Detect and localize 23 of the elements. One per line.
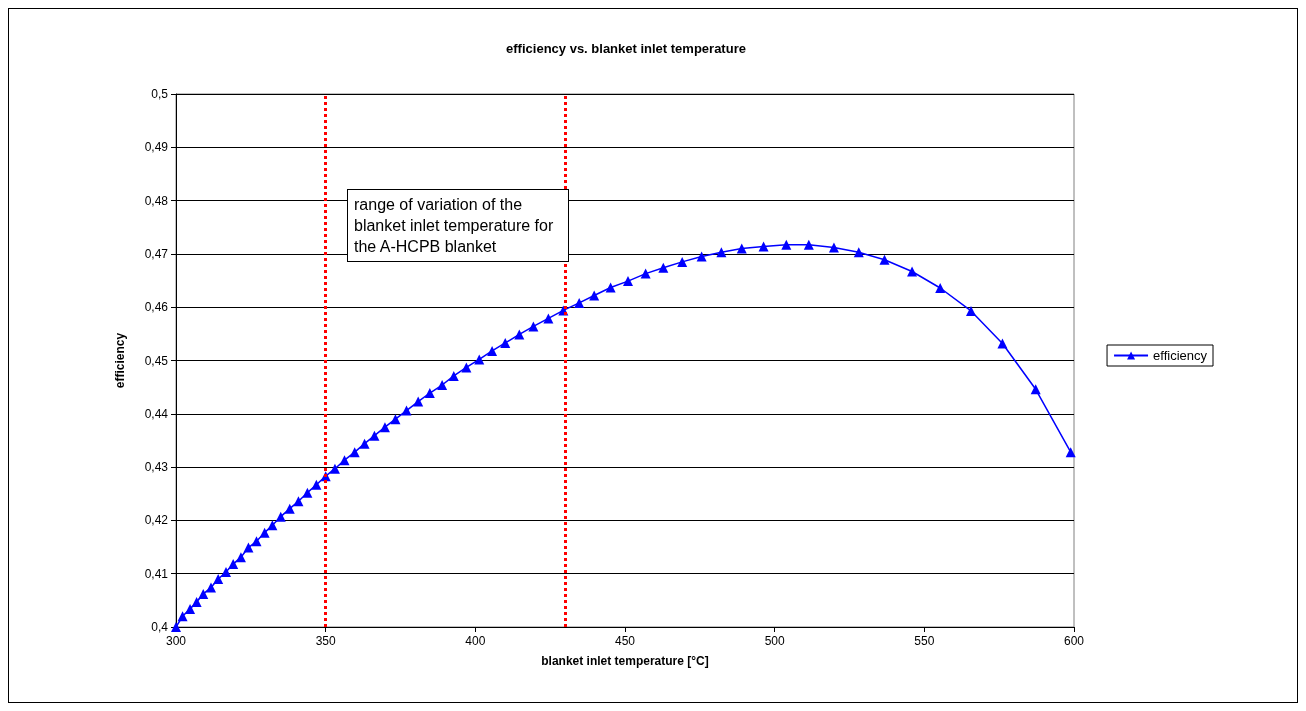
x-tick-label: 600 — [1063, 634, 1085, 648]
x-axis-title: blanket inlet temperature [°C] — [541, 654, 709, 668]
y-axis-title: efficiency — [113, 332, 127, 389]
y-tick-label: 0,49 — [144, 140, 169, 155]
x-tick-label: 350 — [315, 634, 336, 648]
y-tick-label: 0,41 — [144, 566, 169, 581]
y-tick-label: 0,42 — [144, 513, 169, 528]
y-tick-label: 0,45 — [144, 353, 169, 368]
chart-title: efficiency vs. blanket inlet temperature — [506, 41, 746, 56]
y-tick-label: 0,46 — [144, 300, 169, 315]
y-tick-label: 0,5 — [151, 87, 169, 101]
x-tick-label: 550 — [914, 634, 935, 648]
y-tick-label: 0,47 — [144, 246, 169, 261]
y-tick-label: 0,44 — [144, 406, 169, 421]
x-tick-label: 300 — [165, 634, 187, 648]
x-tick-label: 450 — [614, 634, 636, 648]
x-tick-label: 400 — [465, 634, 486, 648]
annotation: range of variation of the blanket inlet temperature for the A-HCPB blanket — [354, 196, 558, 255]
y-tick-label: 0,43 — [144, 460, 169, 475]
y-tick-label: 0,48 — [144, 193, 169, 208]
x-tick-label: 500 — [764, 634, 785, 648]
y-tick-label: 0,4 — [151, 620, 169, 634]
legend-label: efficiency — [1153, 348, 1208, 363]
